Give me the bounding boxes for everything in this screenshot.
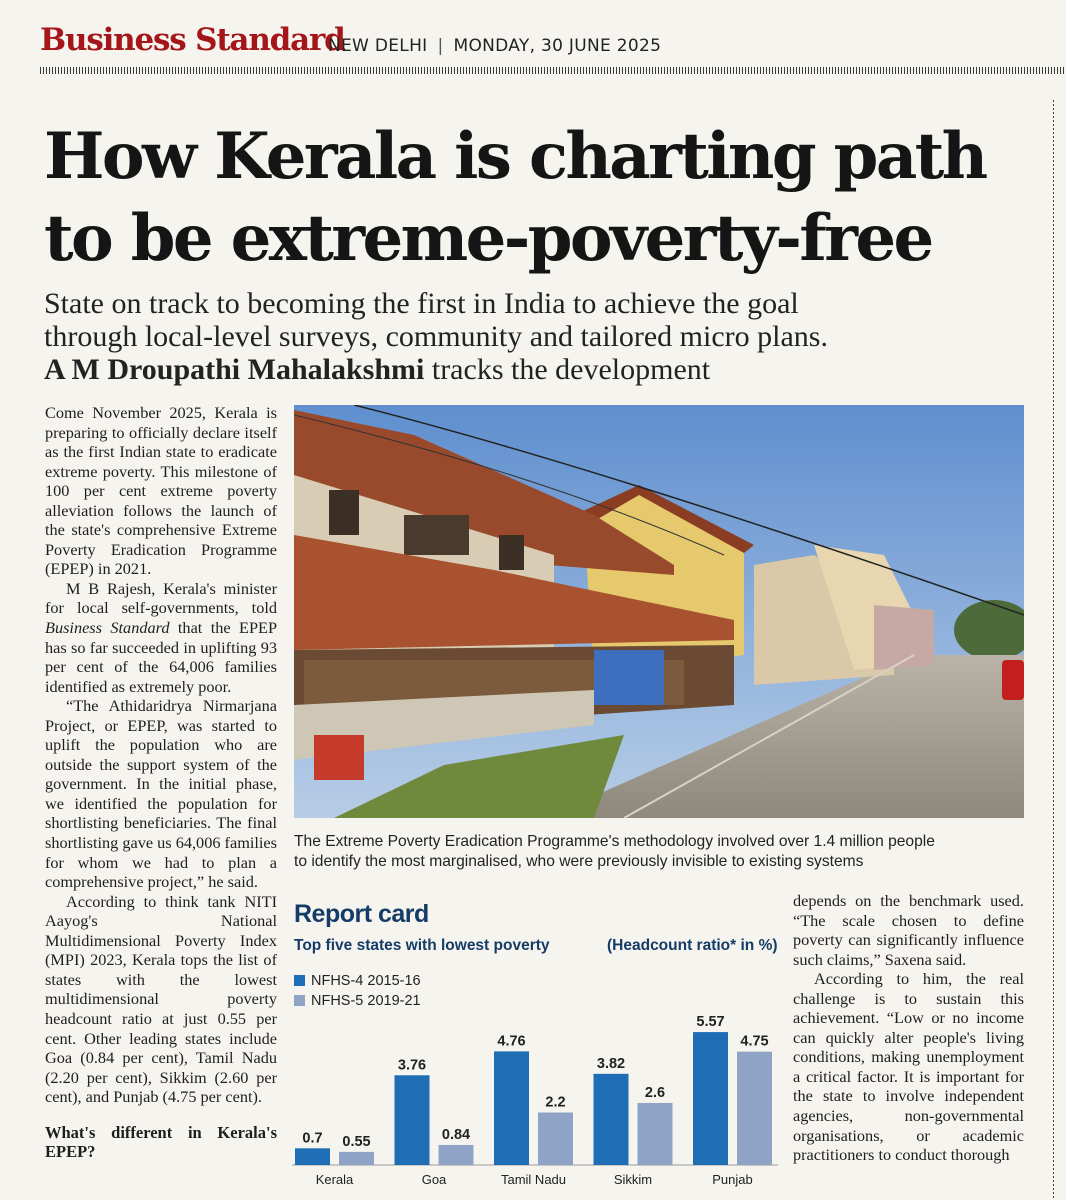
standfirst: State on track to becoming the first in … bbox=[44, 287, 1044, 386]
photo-caption: The Extreme Poverty Eradication Programm… bbox=[294, 832, 1034, 872]
column-rule bbox=[1053, 100, 1054, 1200]
data-label: 0.7 bbox=[302, 1130, 322, 1146]
bar-goa-series-2 bbox=[438, 1144, 474, 1165]
paragraph: According to think tank NITI Aayog's Nat… bbox=[45, 891, 277, 1107]
dateline: NEW DELHI | MONDAY, 30 JUNE 2025 bbox=[328, 36, 661, 56]
data-label: 4.75 bbox=[740, 1034, 768, 1050]
data-label: 4.76 bbox=[497, 1033, 525, 1049]
article-column-3: depends on the benchmark used. “The scal… bbox=[793, 891, 1024, 1165]
category-label: Kerala bbox=[316, 1172, 354, 1187]
article-column-1: Come November 2025, Kerala is preparing … bbox=[45, 403, 277, 1161]
byline-suffix: tracks the development bbox=[424, 353, 711, 386]
bar-sikkim-series-2 bbox=[637, 1102, 673, 1165]
bar-goa-series-1 bbox=[394, 1075, 430, 1165]
masthead-rule bbox=[40, 67, 1066, 74]
bar-kerala-series-1 bbox=[295, 1148, 330, 1165]
category-label: Punjab bbox=[712, 1172, 752, 1187]
bar-tamil-nadu-series-2 bbox=[538, 1112, 573, 1165]
street-photo bbox=[294, 405, 1024, 818]
headline: How Kerala is charting path to be extrem… bbox=[44, 112, 1044, 283]
bar-kerala-series-2 bbox=[339, 1151, 374, 1165]
dateline-date: MONDAY, 30 JUNE 2025 bbox=[453, 36, 662, 56]
paragraph: “The Athidaridrya Nirmarjana Project, or… bbox=[45, 696, 277, 892]
chart-unit: (Headcount ratio* in %) bbox=[607, 937, 778, 954]
category-label: Goa bbox=[422, 1172, 447, 1187]
paragraph-text: that the EPEP has so far succeeded in up… bbox=[45, 618, 278, 696]
subheading: What's different in Kerala's EPEP? bbox=[45, 1122, 277, 1161]
byline: A M Droupathi Mahalakshmi bbox=[44, 353, 425, 386]
chart-subtitle: Top five states with lowest poverty bbox=[294, 937, 550, 954]
legend-swatch bbox=[294, 995, 305, 1006]
standfirst-line-1: State on track to becoming the first in … bbox=[44, 287, 799, 320]
category-label: Tamil Nadu bbox=[501, 1172, 566, 1187]
bar-sikkim-series-1 bbox=[593, 1073, 629, 1165]
data-label: 0.84 bbox=[442, 1127, 470, 1143]
data-label: 3.76 bbox=[398, 1057, 426, 1073]
chart-title: Report card bbox=[294, 900, 429, 928]
data-label: 2.6 bbox=[645, 1085, 665, 1101]
headline-line-2: to be extreme-poverty-free bbox=[44, 200, 934, 276]
paragraph: depends on the benchmark used. “The scal… bbox=[793, 891, 1024, 969]
paragraph: According to him, the real challenge is … bbox=[793, 969, 1024, 1165]
dateline-city: NEW DELHI bbox=[328, 36, 428, 56]
category-label: Sikkim bbox=[614, 1172, 652, 1187]
publication-name: Business Standard bbox=[45, 618, 170, 638]
bar-punjab-series-1 bbox=[693, 1032, 728, 1165]
data-label: 0.55 bbox=[342, 1134, 370, 1150]
standfirst-line-3: A M Droupathi Mahalakshmi tracks the dev… bbox=[44, 353, 1044, 386]
data-label: 5.57 bbox=[696, 1014, 724, 1030]
masthead-logo: Business Standard bbox=[40, 22, 346, 58]
bar-chart: 0.7 0.55 Kerala 3.76 0.84 Goa 4.76 2.2 Tamil Nad… bbox=[292, 1014, 778, 1187]
bar-tamil-nadu-series-1 bbox=[494, 1051, 529, 1165]
caption-line-1: The Extreme Poverty Eradication Programm… bbox=[294, 833, 935, 850]
legend-item: NFHS-4 2015-16 bbox=[294, 973, 421, 989]
legend-item: NFHS-5 2019-21 bbox=[294, 993, 421, 1009]
legend-label: NFHS-5 2019-21 bbox=[311, 993, 421, 1009]
paragraph-text: M B Rajesh, Kerala's minister for local … bbox=[45, 578, 277, 618]
dateline-separator: | bbox=[437, 36, 444, 56]
caption-line-2: to identify the most marginalised, who w… bbox=[294, 853, 864, 870]
headline-line-1: How Kerala is charting path bbox=[44, 119, 988, 194]
data-label: 2.2 bbox=[545, 1095, 565, 1111]
paragraph: M B Rajesh, Kerala's minister for local … bbox=[45, 579, 277, 696]
bar-punjab-series-2 bbox=[737, 1051, 772, 1165]
standfirst-line-2: through local-level surveys, community a… bbox=[44, 320, 828, 353]
data-label: 3.82 bbox=[597, 1056, 625, 1072]
legend-swatch bbox=[294, 975, 305, 986]
paragraph: Come November 2025, Kerala is preparing … bbox=[45, 403, 277, 579]
legend-label: NFHS-4 2015-16 bbox=[311, 973, 421, 989]
